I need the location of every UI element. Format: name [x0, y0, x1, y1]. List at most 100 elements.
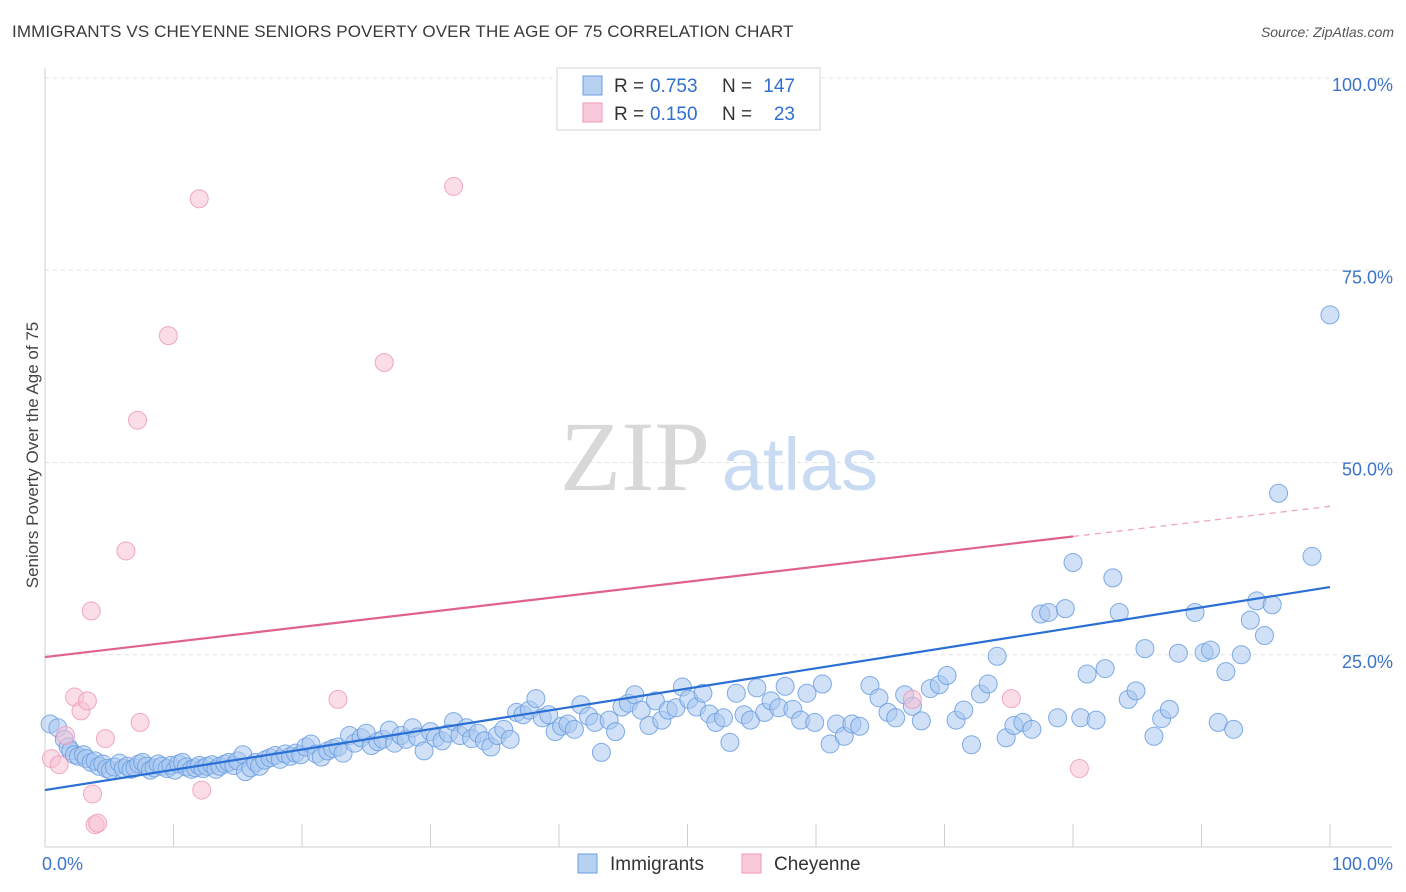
legend-r-value-1: 0.753: [650, 76, 698, 97]
immigrants-point: [1159, 699, 1179, 719]
immigrants-point: [1320, 305, 1340, 325]
immigrants-point: [564, 719, 584, 739]
immigrants-point: [500, 729, 520, 749]
immigrants-point: [1216, 662, 1236, 682]
legend-swatch-immigrants: [582, 75, 603, 96]
trend-lines: [44, 505, 1331, 792]
y-tick-label: 50.0%: [1342, 460, 1393, 480]
legend-n-value-1: 147: [763, 76, 795, 97]
legend-r-value-2: 0.150: [650, 104, 698, 125]
immigrants-point: [1103, 568, 1123, 588]
immigrants-point: [1254, 626, 1274, 646]
series-legend-swatch-cheyenne: [741, 853, 762, 874]
data-points: [40, 176, 1340, 835]
source-credit: Source: ZipAtlas.com: [1260, 24, 1394, 40]
series-legend-swatch-immigrants: [577, 853, 598, 874]
immigrants-point: [720, 732, 740, 752]
immigrants-point: [954, 700, 974, 720]
cheyenne-point: [902, 689, 922, 709]
immigrants-point: [726, 683, 746, 703]
x-tick-label: 0.0%: [42, 854, 83, 874]
immigrants-point: [797, 683, 817, 703]
legend-n-label-1: N =: [722, 76, 752, 97]
cheyenne-point: [88, 813, 108, 833]
cheyenne-point: [128, 410, 148, 430]
immigrants-point: [1135, 639, 1155, 659]
y-tick-label: 75.0%: [1342, 267, 1393, 287]
cheyenne-point: [189, 189, 209, 209]
x-tick-labels: 0.0% 100.0%: [42, 854, 1393, 874]
immigrants-point: [1022, 719, 1042, 739]
immigrants-point: [414, 741, 434, 761]
immigrants-point: [645, 691, 665, 711]
legend-n-label-2: N =: [722, 104, 752, 125]
immigrants-point: [713, 708, 733, 728]
immigrants-point: [978, 674, 998, 694]
cheyenne-point: [81, 601, 101, 621]
immigrants-point: [1185, 602, 1205, 622]
cheyenne-point: [1001, 689, 1021, 709]
cheyenne-point: [77, 691, 97, 711]
y-axis-label: Seniors Poverty Over the Age of 75: [23, 322, 42, 588]
immigrants-point: [1077, 664, 1097, 684]
immigrants-point: [1224, 719, 1244, 739]
immigrants-point: [606, 722, 626, 742]
immigrants-point: [775, 676, 795, 696]
stats-legend: R = 0.753 N = 147 R = 0.150 N = 23: [556, 67, 821, 131]
immigrants-point: [1063, 552, 1083, 572]
series-legend: Immigrants Cheyenne: [577, 853, 861, 875]
cheyenne-point: [83, 784, 103, 804]
immigrants-point: [747, 678, 767, 698]
watermark-zip: ZIP: [560, 401, 710, 512]
legend-swatch-cheyenne: [582, 102, 603, 123]
immigrants-point: [812, 674, 832, 694]
immigrants-point: [805, 712, 825, 732]
immigrants-point: [886, 708, 906, 728]
cheyenne-point: [374, 353, 394, 373]
immigrants-point: [1200, 640, 1220, 660]
series-legend-label-cheyenne: Cheyenne: [774, 854, 861, 875]
immigrants-point: [1144, 726, 1164, 746]
cheyenne-point: [1069, 759, 1089, 779]
immigrants-trend-line: [44, 585, 1331, 792]
legend-r-label-1: R =: [614, 76, 644, 97]
immigrants-point: [911, 711, 931, 731]
immigrants-point: [1126, 681, 1146, 701]
immigrants-point: [1269, 483, 1289, 503]
grid-lines: [45, 77, 1392, 656]
immigrants-point: [937, 666, 957, 686]
watermark: ZIP atlas: [560, 401, 878, 512]
y-tick-label: 100.0%: [1332, 75, 1393, 95]
immigrants-point: [693, 683, 713, 703]
legend-n-value-2: 23: [774, 104, 795, 125]
y-tick-label: 25.0%: [1342, 652, 1393, 672]
immigrants-point: [1231, 645, 1251, 665]
immigrants-point: [591, 742, 611, 762]
cheyenne-point: [328, 689, 348, 709]
immigrants-point: [1055, 599, 1075, 619]
cheyenne-point: [444, 176, 464, 196]
immigrants-point: [526, 689, 546, 709]
cheyenne-point: [49, 755, 69, 775]
cheyenne-point: [116, 541, 136, 561]
cheyenne-point: [95, 729, 115, 749]
immigrants-point: [1302, 546, 1322, 566]
immigrants-point: [1262, 595, 1282, 615]
cheyenne-point: [56, 725, 76, 745]
cheyenne-point: [192, 780, 212, 800]
series-legend-label-immigrants: Immigrants: [610, 854, 704, 875]
chart-title: IMMIGRANTS VS CHEYENNE SENIORS POVERTY O…: [12, 22, 794, 41]
cheyenne-point: [158, 326, 178, 346]
immigrants-point: [850, 716, 870, 736]
immigrants-point: [1240, 610, 1260, 630]
cheyenne-trend-line-extension: [1072, 505, 1331, 538]
x-tick-label: 100.0%: [1332, 854, 1393, 874]
immigrants-point: [961, 735, 981, 755]
watermark-atlas: atlas: [722, 423, 878, 506]
immigrants-point: [1095, 659, 1115, 679]
immigrants-point: [1086, 710, 1106, 730]
immigrants-point: [869, 688, 889, 708]
cheyenne-point: [130, 712, 150, 732]
y-tick-labels: 100.0% 75.0% 50.0% 25.0%: [1332, 75, 1393, 672]
